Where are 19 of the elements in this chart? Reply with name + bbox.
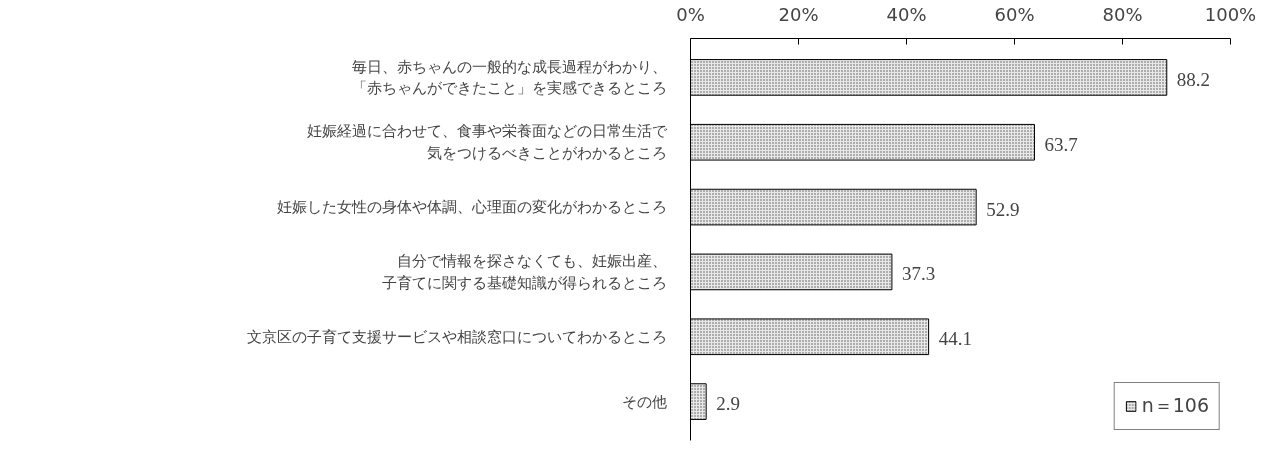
x-tick-label: 100% [1204, 3, 1257, 25]
y-tick-label: その他 [621, 392, 667, 411]
y-tick-label: 文京区の子育て支援サービスや相談窓口についてわかるところ [246, 327, 667, 346]
data-label: 44.1 [938, 328, 972, 350]
data-label: 37.3 [901, 263, 936, 285]
x-tick-label: 0% [676, 3, 705, 25]
data-label: 88.2 [1176, 68, 1211, 90]
data-label: 2.9 [716, 393, 740, 415]
x-tick-label: 60% [994, 3, 1035, 25]
y-tick-label: 毎日、赤ちゃんの一般的な成長過程がわかり、「赤ちゃんができたこと」を実感できるところ [351, 57, 667, 98]
data-label: 63.7 [1044, 133, 1078, 155]
x-tick-label: 80% [1102, 3, 1143, 25]
y-tick-label: 妊娠した女性の身体や体調、心理面の変化がわかるところ [276, 198, 667, 217]
data-label: 52.9 [986, 198, 1020, 220]
y-tick-label: 妊娠経過に合わせて、食事や栄養面などの日常生活で気をつけるべきことがわかるところ [306, 122, 668, 163]
x-tick-label: 20% [778, 3, 819, 25]
y-tick-label: 自分で情報を探さなくても、妊娠出産、子育てに関する基礎知識が得られるところ [381, 252, 667, 292]
x-tick-label: 40% [886, 3, 927, 25]
legend-label: n＝106 [1141, 393, 1209, 418]
